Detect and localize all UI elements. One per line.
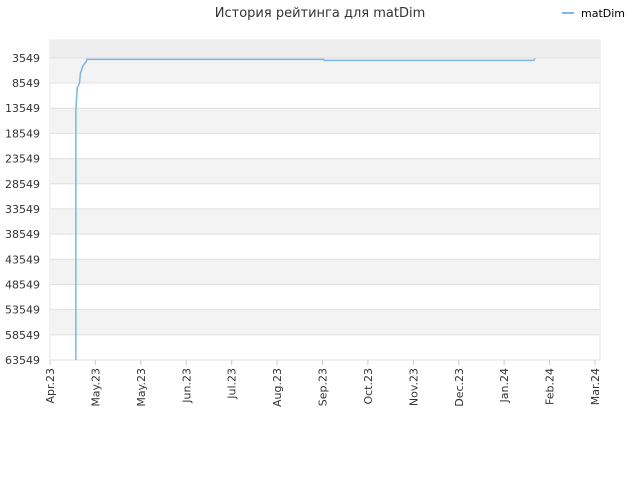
band xyxy=(50,259,600,285)
x-tick-label: May.23 xyxy=(89,368,102,407)
band xyxy=(50,57,600,84)
x-tick-label: Jan.24 xyxy=(498,368,511,403)
y-tick-label: 58549 xyxy=(5,329,40,342)
x-tick-label: Nov.23 xyxy=(407,368,420,406)
y-tick-label: 53549 xyxy=(5,304,40,317)
y-tick-label: 3549 xyxy=(12,52,40,65)
y-tick-label: 18549 xyxy=(5,127,40,140)
plot-background xyxy=(49,39,601,361)
y-tick-label: 28549 xyxy=(5,178,40,191)
line xyxy=(75,57,536,360)
x-tick-label: Dec.23 xyxy=(453,368,466,407)
top-band xyxy=(50,40,600,58)
x-tick-label: May.23 xyxy=(135,368,148,407)
y-tick-label: 38549 xyxy=(5,228,40,241)
x-tick-label: Feb.24 xyxy=(544,368,557,405)
legend-label: matDim xyxy=(581,7,625,20)
x-tick-label: Aug.23 xyxy=(271,368,284,407)
band xyxy=(50,108,600,134)
y-tick-label: 33549 xyxy=(5,203,40,216)
y-tick-label: 8549 xyxy=(12,77,40,90)
band xyxy=(50,158,600,184)
x-tick-label: Jul.23 xyxy=(226,368,239,400)
y-tick-label: 48549 xyxy=(5,278,40,291)
x-tick-label: Apr.23 xyxy=(44,368,57,404)
x-tick-label: Mar.24 xyxy=(589,368,602,405)
x-tick-label: Jun.23 xyxy=(180,368,193,404)
y-tick-label: 43549 xyxy=(5,253,40,266)
y-tick-label: 23549 xyxy=(5,153,40,166)
x-tick-label: Sep.23 xyxy=(317,368,330,406)
x-tick-label: Oct.23 xyxy=(362,368,375,405)
chart-title: История рейтинга для matDim xyxy=(215,6,425,21)
band xyxy=(50,309,600,335)
band xyxy=(50,208,600,235)
y-tick-label: 63549 xyxy=(5,354,40,367)
y-tick-label: 13549 xyxy=(5,102,40,115)
